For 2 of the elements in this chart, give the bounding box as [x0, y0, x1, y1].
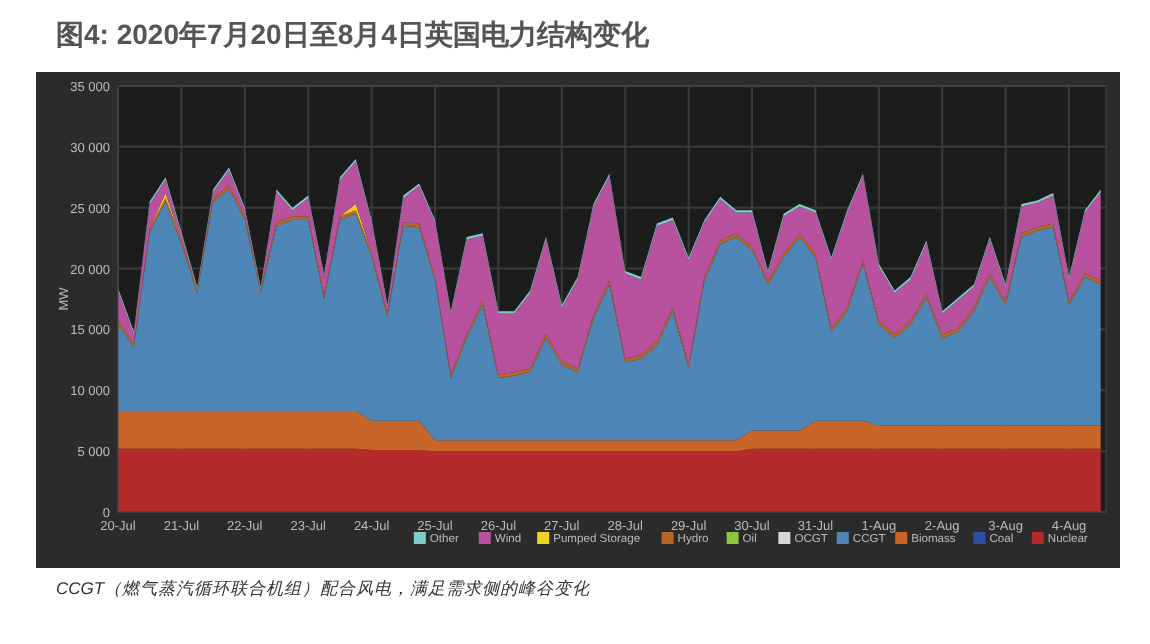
text: CCGT（燃气蒸汽循环联合机组）配合风电，满足需求侧的峰谷变化 — [56, 578, 591, 598]
chart-title: 图4: 2020年7月20日至8月4日英国电力结构变化 — [56, 18, 651, 50]
